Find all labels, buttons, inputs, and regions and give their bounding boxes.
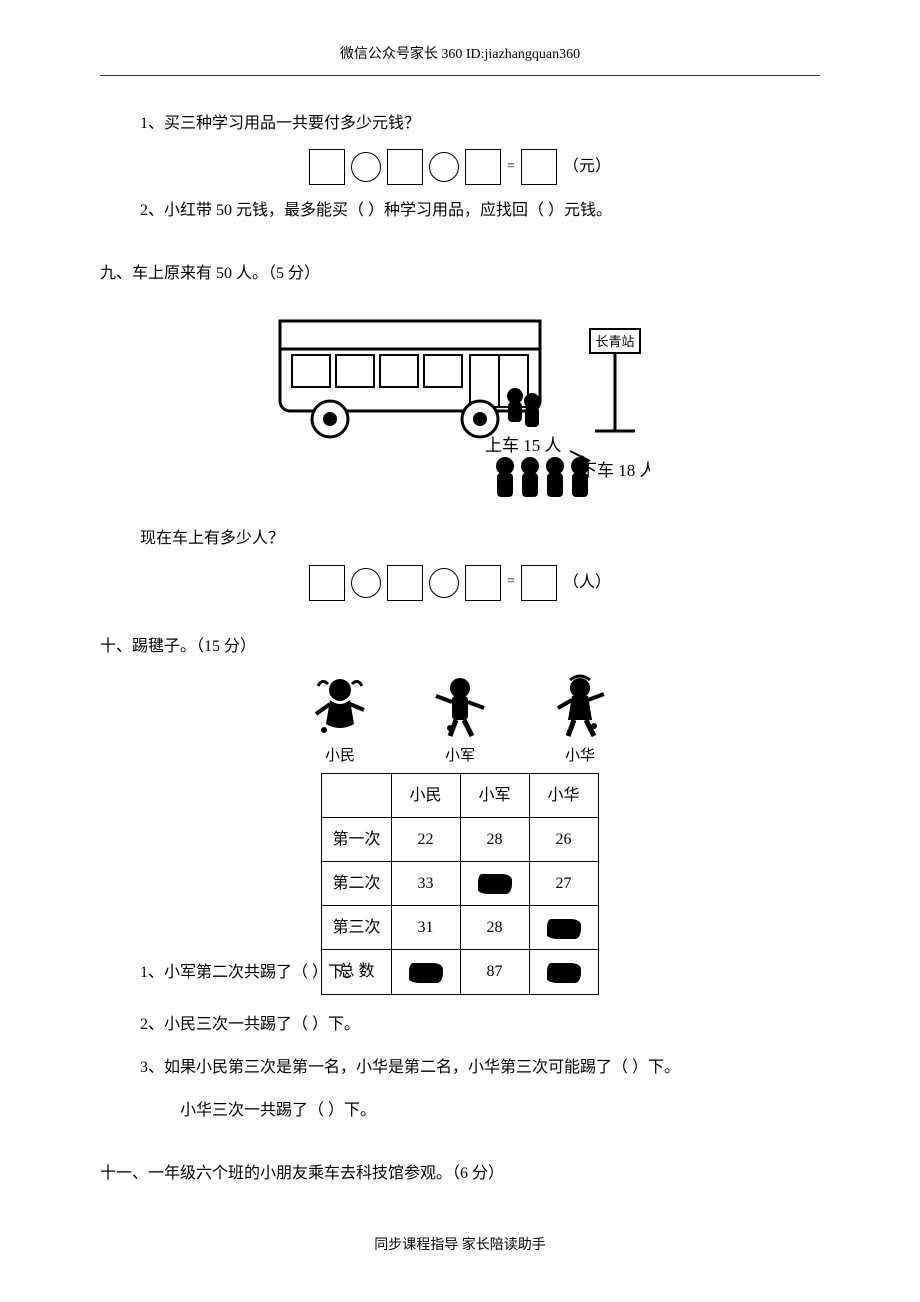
table-cell: 26: [529, 817, 598, 861]
q10-table: 小民 小军 小华 第一次 22 28 26 第二次 33 27 第三次 31 2…: [321, 773, 598, 995]
blank-box[interactable]: [521, 565, 557, 601]
q9-ask: 现在车上有多少人？: [100, 521, 820, 556]
col-header: 小华: [529, 773, 598, 817]
operator-circle[interactable]: [351, 568, 381, 598]
blank-box[interactable]: [465, 565, 501, 601]
q9-equation: = （人）: [100, 565, 820, 601]
page-footer: 同步课程指导 家长陪读助手: [0, 1234, 920, 1254]
ink-blot-icon: [409, 963, 443, 983]
col-header: 小军: [460, 773, 529, 817]
q10-sub2: 2、小民三次一共踢了（ ）下。: [100, 1007, 820, 1042]
row-header: 第二次: [322, 862, 391, 906]
row-header: 第一次: [322, 817, 391, 861]
table-cell: 27: [529, 862, 598, 906]
blank-box[interactable]: [387, 565, 423, 601]
q-pre-equation: = （元）: [100, 149, 820, 185]
table-cell-blot: [460, 862, 529, 906]
q10-title: 十、踢毽子。（15 分）: [100, 629, 820, 664]
equals-sign: =: [507, 152, 515, 183]
kid-icon: [550, 674, 610, 738]
operator-circle[interactable]: [429, 568, 459, 598]
page-header: 微信公众号家长 360 ID:jiazhangquan360: [100, 40, 820, 76]
table-cell: 22: [391, 817, 460, 861]
table-cell: 87: [460, 950, 529, 994]
q-pre-sub2: 2、小红带 50 元钱，最多能买（ ）种学习用品，应找回（ ）元钱。: [100, 193, 820, 228]
ink-blot-icon: [547, 963, 581, 983]
table-cell-blot: [529, 950, 598, 994]
unit-ren: （人）: [563, 565, 611, 600]
ink-blot-icon: [547, 919, 581, 939]
q10-kids-illustration: 小民 小军: [100, 674, 820, 773]
q10-sub1: 1、小军第二次共踢了（ ）下。: [100, 955, 360, 990]
table-cell: 28: [460, 817, 529, 861]
table-corner: [322, 773, 391, 817]
table-cell: 28: [460, 906, 529, 950]
q11-title: 十一、一年级六个班的小朋友乘车去科技馆参观。（6 分）: [100, 1156, 820, 1191]
col-header: 小民: [391, 773, 460, 817]
kid-icon: [310, 674, 370, 738]
svg-text:上车 15 人: 上车 15 人: [485, 436, 562, 455]
bus-sign-text: 长青站: [595, 334, 634, 349]
table-cell-blot: [391, 950, 460, 994]
table-cell-blot: [529, 906, 598, 950]
svg-text:下车 18 人: 下车 18 人: [580, 461, 650, 480]
blank-box[interactable]: [387, 149, 423, 185]
q9-title: 九、车上原来有 50 人。（5 分）: [100, 256, 820, 291]
unit-yuan: （元）: [563, 149, 611, 184]
ink-blot-icon: [478, 874, 512, 894]
q10-sub3b: 小华三次一共踢了（ ）下。: [100, 1093, 820, 1128]
kid-label-c: 小华: [565, 740, 595, 773]
q10-sub3a: 3、如果小民第三次是第一名，小华是第二名，小华第三次可能踢了（ ）下。: [100, 1050, 820, 1085]
kid-label-b: 小军: [445, 740, 475, 773]
table-cell: 31: [391, 906, 460, 950]
q-pre-sub1: 1、买三种学习用品一共要付多少元钱？: [100, 106, 820, 141]
q9-bus-illustration: 长青站 上车 15 人 下车 18 人: [100, 301, 820, 511]
kid-icon: [430, 674, 490, 738]
blank-box[interactable]: [309, 565, 345, 601]
equals-sign: =: [507, 567, 515, 598]
table-cell: 33: [391, 862, 460, 906]
blank-box[interactable]: [521, 149, 557, 185]
operator-circle[interactable]: [351, 152, 381, 182]
operator-circle[interactable]: [429, 152, 459, 182]
row-header: 第三次: [322, 906, 391, 950]
kid-label-a: 小民: [325, 740, 355, 773]
blank-box[interactable]: [465, 149, 501, 185]
blank-box[interactable]: [309, 149, 345, 185]
